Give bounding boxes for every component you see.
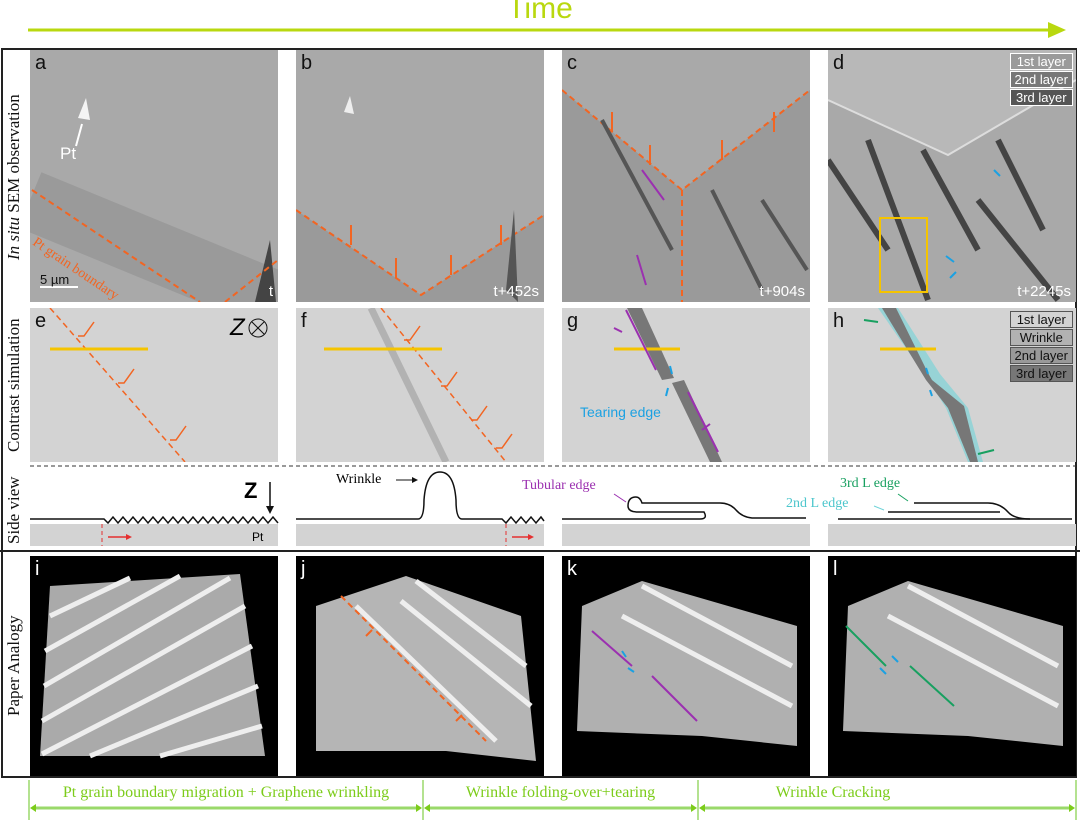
panel-letter: d	[833, 52, 845, 74]
sim-panel-h: h 1st layer Wrinkle 2nd layer 3rd layer	[828, 308, 1076, 462]
sem-panel-a: a Pt Pt grain boundary 5 µm t	[30, 50, 278, 302]
panel-letter: j	[301, 558, 306, 580]
sem-panel-d: d 1st layer 2nd layer 3rd layer t+2245s	[828, 50, 1076, 302]
panel-letter: e	[35, 310, 47, 332]
legend-2nd-layer: 2nd layer	[1009, 347, 1073, 364]
pt-label: Pt	[60, 144, 77, 163]
panel-letter: h	[833, 310, 845, 332]
panel-letter: b	[301, 52, 313, 74]
panel-letter: l	[833, 558, 838, 580]
panel-letter: i	[35, 558, 40, 580]
panel-letter: c	[567, 52, 577, 74]
legend-1st-layer: 1st layer	[1009, 53, 1073, 70]
third-layer-edge-label: 3rd L edge	[840, 476, 901, 491]
scale-bar-label: 5 µm	[40, 272, 70, 287]
panel-letter: a	[35, 52, 47, 74]
tubular-edge-label: Tubular edge	[522, 478, 596, 493]
paper-panel-l: l	[828, 556, 1076, 776]
sim-panel-e: e Z	[30, 308, 278, 462]
stage-label-migration: Pt grain boundary migration + Graphene w…	[62, 784, 390, 801]
timestamp: t	[268, 283, 273, 300]
sim-legend: 1st layer Wrinkle 2nd layer 3rd layer	[1009, 311, 1073, 383]
layer-legend: 1st layer 2nd layer 3rd layer	[1009, 53, 1073, 107]
timestamp: t+904s	[759, 283, 805, 300]
legend-3rd-layer: 3rd layer	[1009, 365, 1073, 382]
stage-label-folding: Wrinkle folding-over+tearing	[465, 784, 656, 801]
row-label-paper: Paper Analogy	[4, 615, 23, 717]
time-label: Time	[507, 0, 573, 25]
row-label-simulation: Contrast simulation	[4, 318, 23, 453]
legend-3rd-layer: 3rd layer	[1009, 89, 1073, 106]
sem-panel-b: b t+452s	[296, 50, 544, 302]
pt-substrate-label: Pt	[252, 530, 264, 544]
paper-panel-i: i	[30, 556, 278, 776]
wrinkle-label: Wrinkle	[336, 472, 382, 487]
z-axis-side-label: Z	[244, 478, 258, 503]
second-layer-edge-label: 2nd L edge	[786, 496, 849, 511]
legend-1st-layer: 1st layer	[1009, 311, 1073, 328]
legend-2nd-layer: 2nd layer	[1009, 71, 1073, 88]
timestamp: t+2245s	[1017, 283, 1071, 300]
z-axis-label: Z	[230, 314, 245, 341]
timestamp: t+452s	[493, 283, 539, 300]
legend-wrinkle: Wrinkle	[1009, 329, 1073, 346]
panel-letter: f	[301, 310, 307, 332]
panel-letter: g	[567, 310, 579, 332]
panel-letter: k	[567, 558, 577, 580]
time-arrow	[28, 22, 1066, 38]
stage-label-cracking: Wrinkle Cracking	[775, 784, 891, 801]
sim-panel-f: f	[296, 308, 544, 462]
tearing-edge-label: Tearing edge	[580, 404, 661, 420]
row-label-sem: In situ SEM observation	[4, 94, 23, 261]
paper-panel-j: j	[296, 556, 544, 776]
figure-frame	[1, 48, 1077, 778]
sim-panel-g: g Tearing edge	[562, 308, 810, 462]
paper-panel-k: k	[562, 556, 810, 776]
sem-panel-c: c t+904s	[562, 50, 810, 302]
row-label-side-view: Side view	[4, 476, 23, 544]
